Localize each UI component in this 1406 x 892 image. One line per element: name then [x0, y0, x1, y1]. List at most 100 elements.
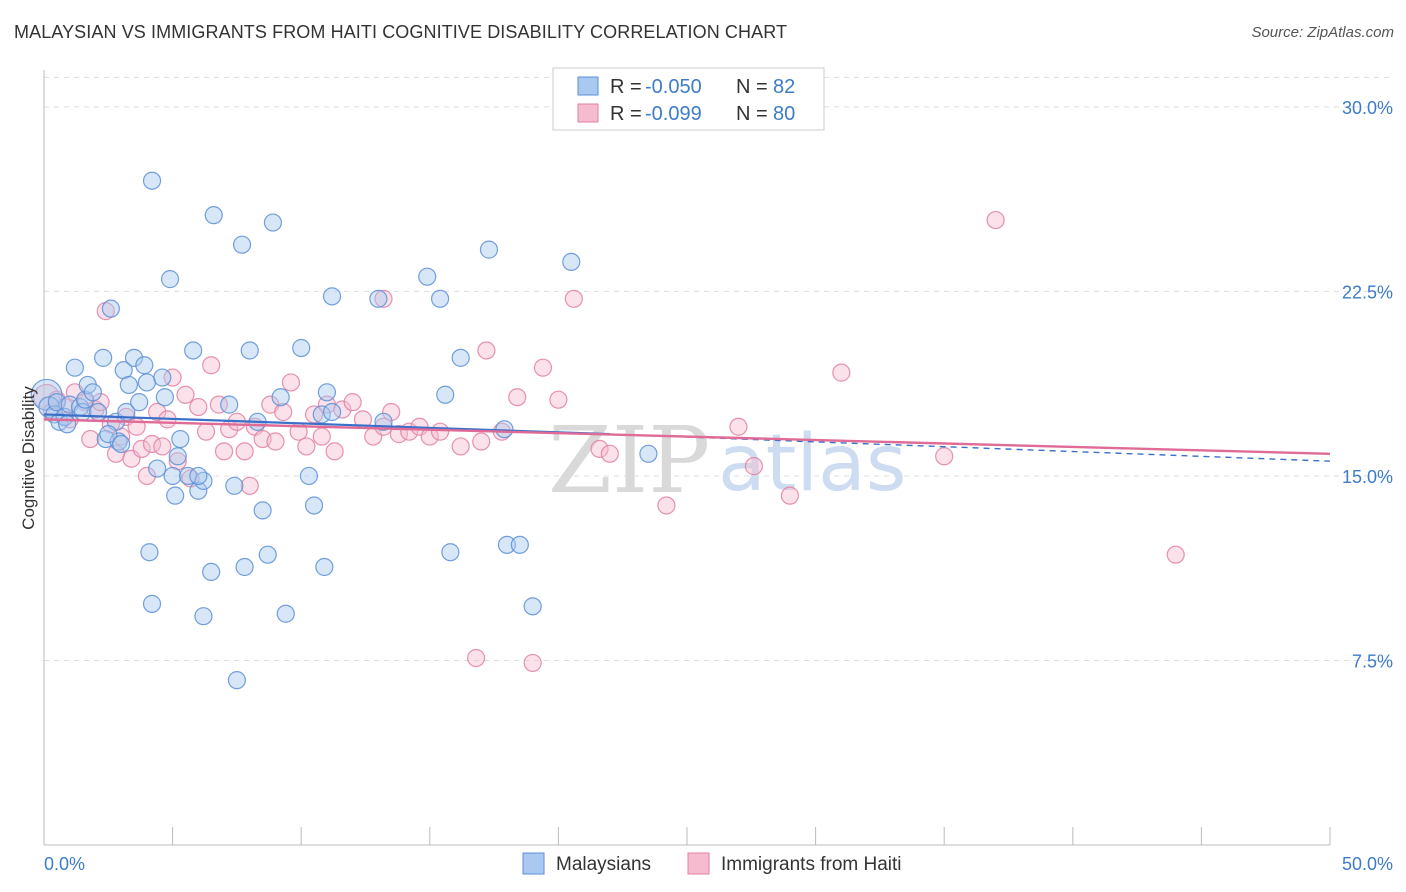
bottom-legend-swatch-haiti	[687, 852, 710, 875]
point-malaysian-75	[441, 543, 460, 562]
point-haiti-72	[744, 457, 763, 476]
point-malaysian-79	[99, 425, 118, 444]
point-malaysian-29	[153, 368, 172, 387]
legend-n-value-1: 80	[773, 103, 795, 125]
point-haiti-20	[148, 402, 167, 422]
y-tick-label-1: 15.0%	[1342, 467, 1393, 487]
point-haiti-49	[343, 393, 362, 412]
point-malaysian-31	[160, 270, 180, 289]
point-haiti-70	[657, 496, 676, 515]
point-haiti-69	[600, 444, 619, 463]
point-malaysian-47	[263, 213, 283, 232]
bottom-legend: Malaysians Immigrants from Haiti	[522, 852, 902, 875]
legend-n-value-0: 82	[773, 76, 795, 98]
x-tick-label-0: 0.0%	[44, 854, 85, 874]
point-malaysian-53	[317, 383, 337, 402]
point-malaysian-77	[510, 535, 529, 554]
point-malaysian-58	[430, 289, 450, 308]
point-malaysian-8	[65, 358, 84, 377]
point-haiti-60	[472, 432, 491, 451]
point-malaysian-27	[142, 171, 162, 190]
point-malaysian-32	[163, 466, 182, 486]
point-haiti-67	[564, 289, 583, 308]
point-malaysian-37	[184, 341, 203, 360]
point-malaysian-70	[227, 671, 246, 690]
point-haiti-35	[240, 476, 259, 495]
point-malaysian-28	[148, 459, 167, 478]
watermark-atlas: atlas	[718, 419, 907, 509]
chart-title: MALAYSIAN VS IMMIGRANTS FROM HAITI COGNI…	[14, 22, 788, 42]
point-malaysian-41	[220, 395, 239, 414]
point-malaysian-72	[258, 545, 277, 564]
point-malaysian-40	[204, 206, 223, 225]
point-haiti-23	[163, 368, 182, 387]
point-malaysian-38	[189, 481, 208, 500]
point-malaysian-69	[202, 562, 221, 582]
point-haiti-27	[189, 397, 208, 417]
point-haiti-47	[325, 442, 344, 461]
point-malaysian-63	[562, 252, 581, 272]
legend-r-label-0: R =	[610, 76, 642, 98]
point-malaysian-59	[436, 385, 455, 404]
point-malaysian-76	[497, 535, 517, 554]
point-malaysian-54	[322, 402, 342, 422]
point-haiti-74	[832, 363, 851, 382]
point-malaysian-24	[130, 393, 149, 412]
point-haiti-58	[430, 422, 450, 441]
chart-source: Source: ZipAtlas.com	[1251, 24, 1394, 41]
point-malaysian-19	[109, 432, 128, 451]
point-haiti-77	[1166, 545, 1185, 564]
point-malaysian-35	[171, 429, 190, 449]
point-haiti-71	[729, 417, 748, 436]
point-malaysian-46	[253, 501, 272, 520]
point-malaysian-55	[369, 289, 388, 308]
point-malaysian-48	[271, 388, 290, 407]
point-malaysian-13	[83, 383, 102, 402]
point-haiti-75	[935, 447, 954, 466]
point-haiti-7	[81, 429, 100, 449]
point-malaysian-23	[124, 348, 144, 367]
point-malaysian-78	[523, 597, 542, 616]
legend-r-label-1: R =	[610, 103, 642, 125]
y-axis-label: Cognitive Disability	[19, 386, 38, 530]
point-malaysian-60	[451, 348, 470, 367]
trend-layer	[43, 413, 1331, 462]
point-haiti-39	[266, 432, 285, 451]
bottom-legend-malaysians: Malaysians	[556, 854, 651, 875]
point-haiti-68	[590, 439, 609, 458]
point-malaysian-57	[418, 267, 437, 286]
point-haiti-30	[209, 395, 228, 414]
point-haiti-45	[312, 427, 331, 446]
point-malaysian-11	[76, 390, 95, 409]
bottom-legend-haiti: Immigrants from Haiti	[721, 854, 902, 875]
point-haiti-73	[780, 486, 799, 505]
point-malaysian-33	[166, 486, 185, 505]
point-malaysian-68	[194, 607, 213, 626]
point-malaysian-15	[94, 348, 113, 367]
x-tick-label-1: 50.0%	[1342, 854, 1393, 874]
point-malaysian-14	[88, 402, 108, 422]
watermark-zip: ZIP	[548, 407, 710, 514]
point-haiti-17	[132, 439, 151, 458]
point-malaysian-80	[189, 466, 208, 486]
legend-n-label-0: N =	[736, 76, 768, 98]
point-haiti-59	[451, 437, 470, 456]
point-malaysian-50	[299, 466, 319, 486]
watermark: ZIP atlas	[548, 407, 907, 514]
point-malaysian-39	[194, 471, 213, 490]
point-malaysian-43	[232, 235, 252, 254]
point-malaysian-74	[315, 557, 334, 577]
point-malaysian-6	[58, 415, 77, 434]
point-haiti-63	[477, 341, 496, 360]
points-layer	[30, 171, 1185, 690]
point-haiti-31	[214, 442, 234, 461]
point-malaysian-34	[168, 447, 187, 466]
point-haiti-40	[274, 402, 293, 422]
point-haiti-18	[137, 466, 156, 486]
point-malaysian-65	[322, 287, 342, 306]
legend-r-value-1: -0.099	[645, 103, 702, 125]
point-malaysian-64	[639, 444, 658, 463]
point-malaysian-73	[276, 604, 295, 623]
legend-swatch-haiti	[577, 103, 599, 123]
